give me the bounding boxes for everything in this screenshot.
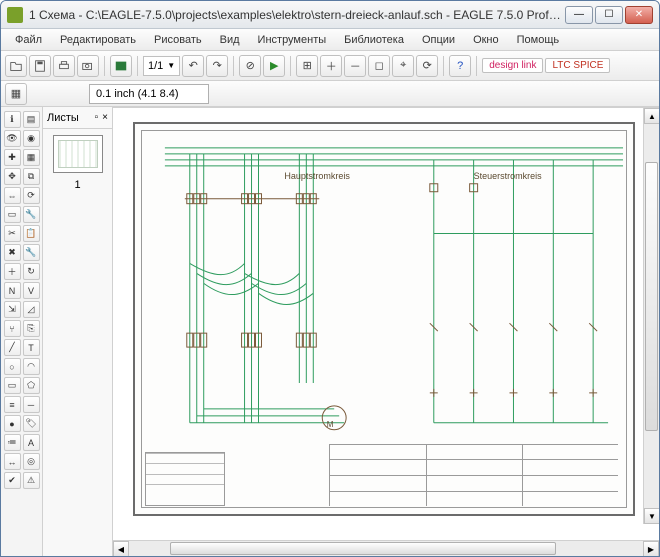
tool-dim-icon[interactable]: ↔ (4, 453, 21, 470)
tool-mirror-icon[interactable]: ⇔ (4, 187, 21, 204)
tool-palette: ℹ▤👁◉✚▦✥⧉⇔⟳▭🔧✂📋✖🔧＋↻NV⇲◿⑂⎘╱T○◠▭⬠≡─●🏷≔A↔◎✔⚠ (1, 107, 43, 556)
zoom-window-icon[interactable]: ◻ (368, 55, 390, 77)
window-title: 1 Схема - C:\EAGLE-7.5.0\projects\exampl… (29, 8, 565, 22)
grid-toggle-icon[interactable]: ▦ (5, 83, 27, 105)
minimize-button[interactable]: — (565, 6, 593, 24)
ltc-spice-button[interactable]: LTC SPICE (545, 58, 610, 73)
open-icon[interactable] (5, 55, 27, 77)
tool-miter-icon[interactable]: ◿ (23, 301, 40, 318)
cancel-icon[interactable]: ⊘ (239, 55, 261, 77)
design-link-button[interactable]: design link (482, 58, 543, 73)
tool-invoke-icon[interactable]: ⎘ (23, 320, 40, 337)
drawing-frame: Hauptstromkreis Steuerstromkreis M (133, 122, 635, 516)
go-icon[interactable]: ▶ (263, 55, 285, 77)
tool-value-icon[interactable]: V (23, 282, 40, 299)
tool-copy-icon[interactable]: ⧉ (23, 168, 40, 185)
menu-draw[interactable]: Рисовать (146, 32, 210, 48)
sheets-label: Листы (47, 112, 79, 124)
options-row: ▦ 0.1 inch (4.1 8.4) (1, 81, 659, 107)
tool-delete-icon[interactable]: ✖ (4, 244, 21, 261)
zoom-fit-icon[interactable]: ⊞ (296, 55, 318, 77)
tool-netclass-icon[interactable]: ≔ (4, 434, 21, 451)
menu-file[interactable]: Файл (7, 32, 50, 48)
tool-poly-icon[interactable]: ⬠ (23, 377, 40, 394)
tool-add-icon[interactable]: ＋ (4, 263, 21, 280)
tool-replace-icon[interactable]: ↻ (23, 263, 40, 280)
tool-layer-icon[interactable]: ▤ (23, 111, 40, 128)
menu-tools[interactable]: Инструменты (250, 32, 335, 48)
board-icon[interactable] (110, 55, 132, 77)
undo-icon[interactable]: ↶ (182, 55, 204, 77)
sheets-close-icon[interactable]: × (102, 112, 108, 123)
tool-label-icon[interactable]: 🏷 (23, 415, 40, 432)
tool-change-icon[interactable]: 🔧 (23, 206, 40, 223)
close-button[interactable]: ✕ (625, 6, 653, 24)
zoom-select-icon[interactable]: ⌖ (392, 55, 414, 77)
tool-err-icon[interactable]: ⚠ (23, 472, 40, 489)
cam-icon[interactable] (77, 55, 99, 77)
help-icon[interactable]: ? (449, 55, 471, 77)
tool-junction-icon[interactable]: ● (4, 415, 21, 432)
tool-wrench-icon[interactable]: 🔧 (23, 244, 40, 261)
tool-cut-icon[interactable]: ✂ (4, 225, 21, 242)
menu-view[interactable]: Вид (212, 32, 248, 48)
maximize-button[interactable]: ☐ (595, 6, 623, 24)
tool-wire-icon[interactable]: ╱ (4, 339, 21, 356)
tool-bus-icon[interactable]: ≡ (4, 396, 21, 413)
revision-block (145, 452, 225, 507)
zoom-selector[interactable]: 1/1▼ (143, 56, 180, 76)
tool-show-icon[interactable]: ◉ (23, 130, 40, 147)
label-steuerstromkreis: Steuerstromkreis (474, 171, 542, 181)
tool-net-icon[interactable]: ─ (23, 396, 40, 413)
main-toolbar: 1/1▼ ↶ ↷ ⊘ ▶ ⊞ ＋ － ◻ ⌖ ⟳ ? design link L… (1, 51, 659, 81)
sheets-new-icon[interactable]: ▫ (95, 112, 99, 123)
title-block (329, 444, 618, 506)
app-icon (7, 7, 23, 23)
tool-grid-icon[interactable]: ▦ (23, 149, 40, 166)
redraw-icon[interactable]: ⟳ (416, 55, 438, 77)
tool-arc-icon[interactable]: ◠ (23, 358, 40, 375)
tool-info-icon[interactable]: ℹ (4, 111, 21, 128)
tool-move-icon[interactable]: ✥ (4, 168, 21, 185)
tool-name-icon[interactable]: N (4, 282, 21, 299)
print-icon[interactable] (53, 55, 75, 77)
zoom-in-icon[interactable]: ＋ (320, 55, 342, 77)
zoom-out-icon[interactable]: － (344, 55, 366, 77)
sheet-number: 1 (43, 179, 112, 191)
tool-paste-icon[interactable]: 📋 (23, 225, 40, 242)
vertical-scrollbar[interactable]: ▲ ▼ (643, 108, 659, 524)
horizontal-scrollbar[interactable]: ◀ ▶ (113, 540, 659, 556)
menubar: Файл Редактировать Рисовать Вид Инструме… (1, 29, 659, 51)
tool-group-icon[interactable]: ▭ (4, 206, 21, 223)
menu-options[interactable]: Опции (414, 32, 463, 48)
tool-circle-icon[interactable]: ○ (4, 358, 21, 375)
tool-erc-icon[interactable]: ✔ (4, 472, 21, 489)
schematic-canvas[interactable]: Hauptstromkreis Steuerstromkreis M ▲ ▼ (113, 107, 659, 540)
save-icon[interactable] (29, 55, 51, 77)
tool-text-icon[interactable]: T (23, 339, 40, 356)
motor-label: M (327, 420, 334, 429)
tool-rect-icon[interactable]: ▭ (4, 377, 21, 394)
tool-hole-icon[interactable]: ◎ (23, 453, 40, 470)
titlebar: 1 Схема - C:\EAGLE-7.5.0\projects\exampl… (1, 1, 659, 29)
menu-library[interactable]: Библиотека (336, 32, 412, 48)
menu-edit[interactable]: Редактировать (52, 32, 144, 48)
menu-help[interactable]: Помощь (509, 32, 568, 48)
tool-split-icon[interactable]: ⑂ (4, 320, 21, 337)
tool-mark-icon[interactable]: ✚ (4, 149, 21, 166)
sheets-panel: Листы ▫ × 1 (43, 107, 113, 556)
tool-rotate-icon[interactable]: ⟳ (23, 187, 40, 204)
label-hauptstromkreis: Hauptstromkreis (284, 171, 350, 181)
sheet-thumbnail[interactable] (53, 135, 103, 173)
menu-window[interactable]: Окно (465, 32, 507, 48)
coordinate-readout: 0.1 inch (4.1 8.4) (89, 84, 209, 104)
tool-attr-icon[interactable]: A (23, 434, 40, 451)
tool-smash-icon[interactable]: ⇲ (4, 301, 21, 318)
redo-icon[interactable]: ↷ (206, 55, 228, 77)
tool-eye-icon[interactable]: 👁 (4, 130, 21, 147)
